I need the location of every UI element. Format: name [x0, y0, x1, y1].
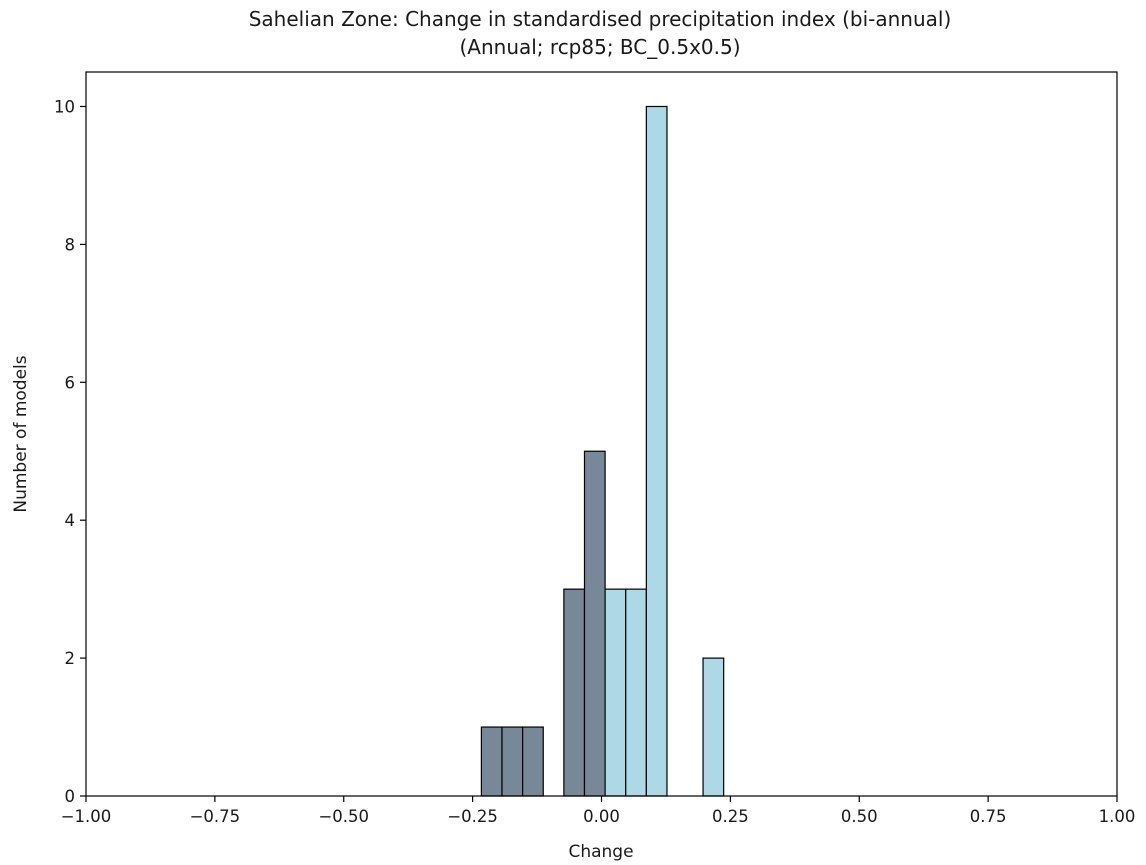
x-tick-label: 0.75	[970, 807, 1007, 826]
histogram-bar-s1-b2	[645, 105, 668, 797]
y-tick-label: 6	[65, 373, 76, 392]
chart-title: Sahelian Zone: Change in standardised pr…	[249, 7, 952, 31]
x-tick-label: −0.25	[447, 807, 498, 826]
histogram-bar-s0-b4	[583, 450, 606, 797]
histogram-bar-s0-b1	[501, 726, 524, 797]
y-tick-label: 10	[54, 97, 75, 116]
x-tick-label: −1.00	[61, 807, 112, 826]
x-tick-label: 0.50	[841, 807, 878, 826]
histogram-bar-s0-b2	[522, 726, 544, 797]
y-axis-label: Number of models	[11, 355, 31, 512]
histogram-bar-s1-b6	[702, 657, 725, 797]
x-tick-label: 0.25	[712, 807, 749, 826]
y-tick-label: 2	[65, 649, 76, 668]
histogram-bar-s1-b1	[625, 588, 647, 797]
x-tick-label: −0.50	[318, 807, 369, 826]
x-tick-label: 1.00	[1099, 807, 1136, 826]
y-tick-label: 4	[65, 511, 76, 530]
histogram-bar-s0-b3	[563, 588, 586, 797]
x-tick-label: 0.00	[583, 807, 620, 826]
x-axis-ticks: −1.00 −0.75 −0.50 −0.25 0.00 0.25 0.50 0.75 1.00	[61, 796, 1136, 826]
y-tick-label: 0	[65, 787, 76, 806]
x-axis-label: Change	[568, 842, 633, 862]
bars-group	[480, 105, 725, 797]
histogram-bar-s0-b0	[480, 726, 503, 797]
chart-subtitle: (Annual; rcp85; BC_0.5x0.5)	[459, 35, 740, 59]
histogram-bar-s1-b0	[604, 588, 627, 797]
y-axis-ticks: 0 2 4 6 8 10	[54, 97, 86, 806]
x-tick-label: −0.75	[190, 807, 241, 826]
y-tick-label: 8	[65, 235, 76, 254]
